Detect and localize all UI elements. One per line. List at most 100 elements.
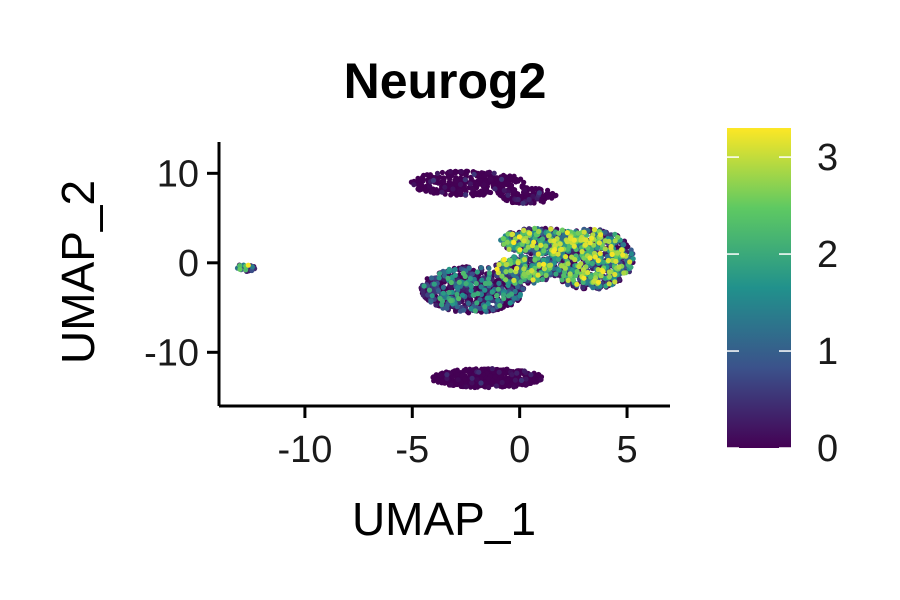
cell-point (474, 300, 480, 306)
cell-point (612, 271, 618, 278)
cell-point (450, 190, 456, 196)
cell-point (535, 371, 542, 378)
y-tick-label: -10 (144, 332, 199, 374)
colorbar: 0 1 2 3 (727, 128, 838, 470)
cell-point (465, 368, 471, 374)
cell-point (591, 278, 598, 284)
cell-point (434, 170, 441, 176)
cell-point (628, 247, 634, 253)
cell-point (453, 308, 459, 314)
cell-point (426, 287, 433, 293)
cell-point (558, 246, 565, 252)
cell-point (471, 276, 477, 282)
cell-point (440, 284, 446, 290)
cell-point (530, 277, 536, 283)
cell-point (461, 307, 467, 313)
cell-point (444, 375, 450, 382)
cell-point (500, 183, 506, 189)
cell-point (476, 369, 482, 375)
cell-point (567, 271, 573, 277)
cell-point (439, 189, 445, 195)
cell-point (583, 237, 589, 243)
cell-point (467, 276, 473, 282)
cell-point (522, 187, 528, 193)
cell-point (546, 233, 552, 239)
cell-point (510, 188, 517, 194)
cell-point (462, 177, 468, 183)
cell-point (564, 230, 570, 236)
colorbar-tick-label: 0 (817, 428, 838, 470)
cell-point (575, 230, 581, 236)
cell-point (536, 228, 542, 235)
cell-point (541, 261, 547, 267)
cell-point (411, 182, 417, 188)
cell-point (545, 187, 551, 193)
cell-point (456, 300, 462, 306)
cell-point (616, 276, 622, 283)
cell-point (495, 286, 501, 292)
cell-point (615, 250, 621, 256)
cell-point (565, 282, 571, 288)
cell-point (509, 231, 516, 237)
cell-point (426, 172, 432, 178)
cell-point (532, 235, 538, 241)
cell-point (598, 273, 604, 279)
cell-point (540, 257, 547, 263)
cell-point (478, 284, 484, 290)
cell-point (605, 257, 611, 264)
cell-point (574, 268, 580, 275)
cell-point (456, 279, 462, 285)
x-axis-label: UMAP_1 (352, 493, 536, 545)
cell-point (468, 174, 474, 180)
cell-point (523, 381, 530, 388)
cell-point (518, 279, 524, 285)
cell-point (508, 268, 514, 274)
cell-point (453, 170, 459, 176)
cell-point (553, 271, 559, 277)
cell-point (503, 262, 509, 268)
cell-point (472, 308, 478, 314)
cell-point (536, 190, 543, 196)
cell-point (436, 275, 442, 281)
cell-point (595, 279, 602, 285)
cell-point (462, 169, 468, 175)
cell-point (612, 238, 618, 244)
cell-point (448, 285, 454, 291)
cell-point (432, 275, 438, 281)
cell-point (499, 379, 505, 386)
cell-point (485, 276, 492, 282)
cell-point (587, 255, 593, 261)
cell-point (489, 366, 495, 372)
cell-point (479, 277, 485, 283)
cell-point (487, 280, 493, 286)
cell-point (494, 266, 500, 272)
cell-point (592, 254, 598, 260)
cell-point (463, 384, 469, 390)
cell-point (600, 259, 607, 265)
cell-point (517, 293, 523, 299)
cell-point (556, 230, 562, 236)
cell-point (463, 281, 469, 287)
cell-point (437, 174, 443, 180)
cell-point (497, 303, 503, 309)
cell-point (572, 257, 578, 263)
cell-point (516, 234, 523, 240)
cell-point (446, 266, 452, 272)
chart-title: Neurog2 (344, 53, 547, 109)
cell-point (467, 181, 473, 187)
cell-point (474, 377, 480, 383)
cell-point (558, 263, 565, 269)
cell-point (493, 383, 499, 389)
cell-point (613, 258, 619, 264)
cell-point (527, 230, 533, 236)
cell-point (496, 369, 502, 375)
cell-point (504, 239, 510, 245)
cell-point (447, 168, 453, 175)
cell-point (580, 279, 586, 285)
cell-point (433, 302, 439, 308)
cell-point (588, 274, 594, 280)
cell-point (446, 289, 452, 296)
x-axis: -10 -5 0 5 (219, 404, 670, 471)
cell-point (551, 248, 557, 254)
cell-point (521, 266, 527, 272)
